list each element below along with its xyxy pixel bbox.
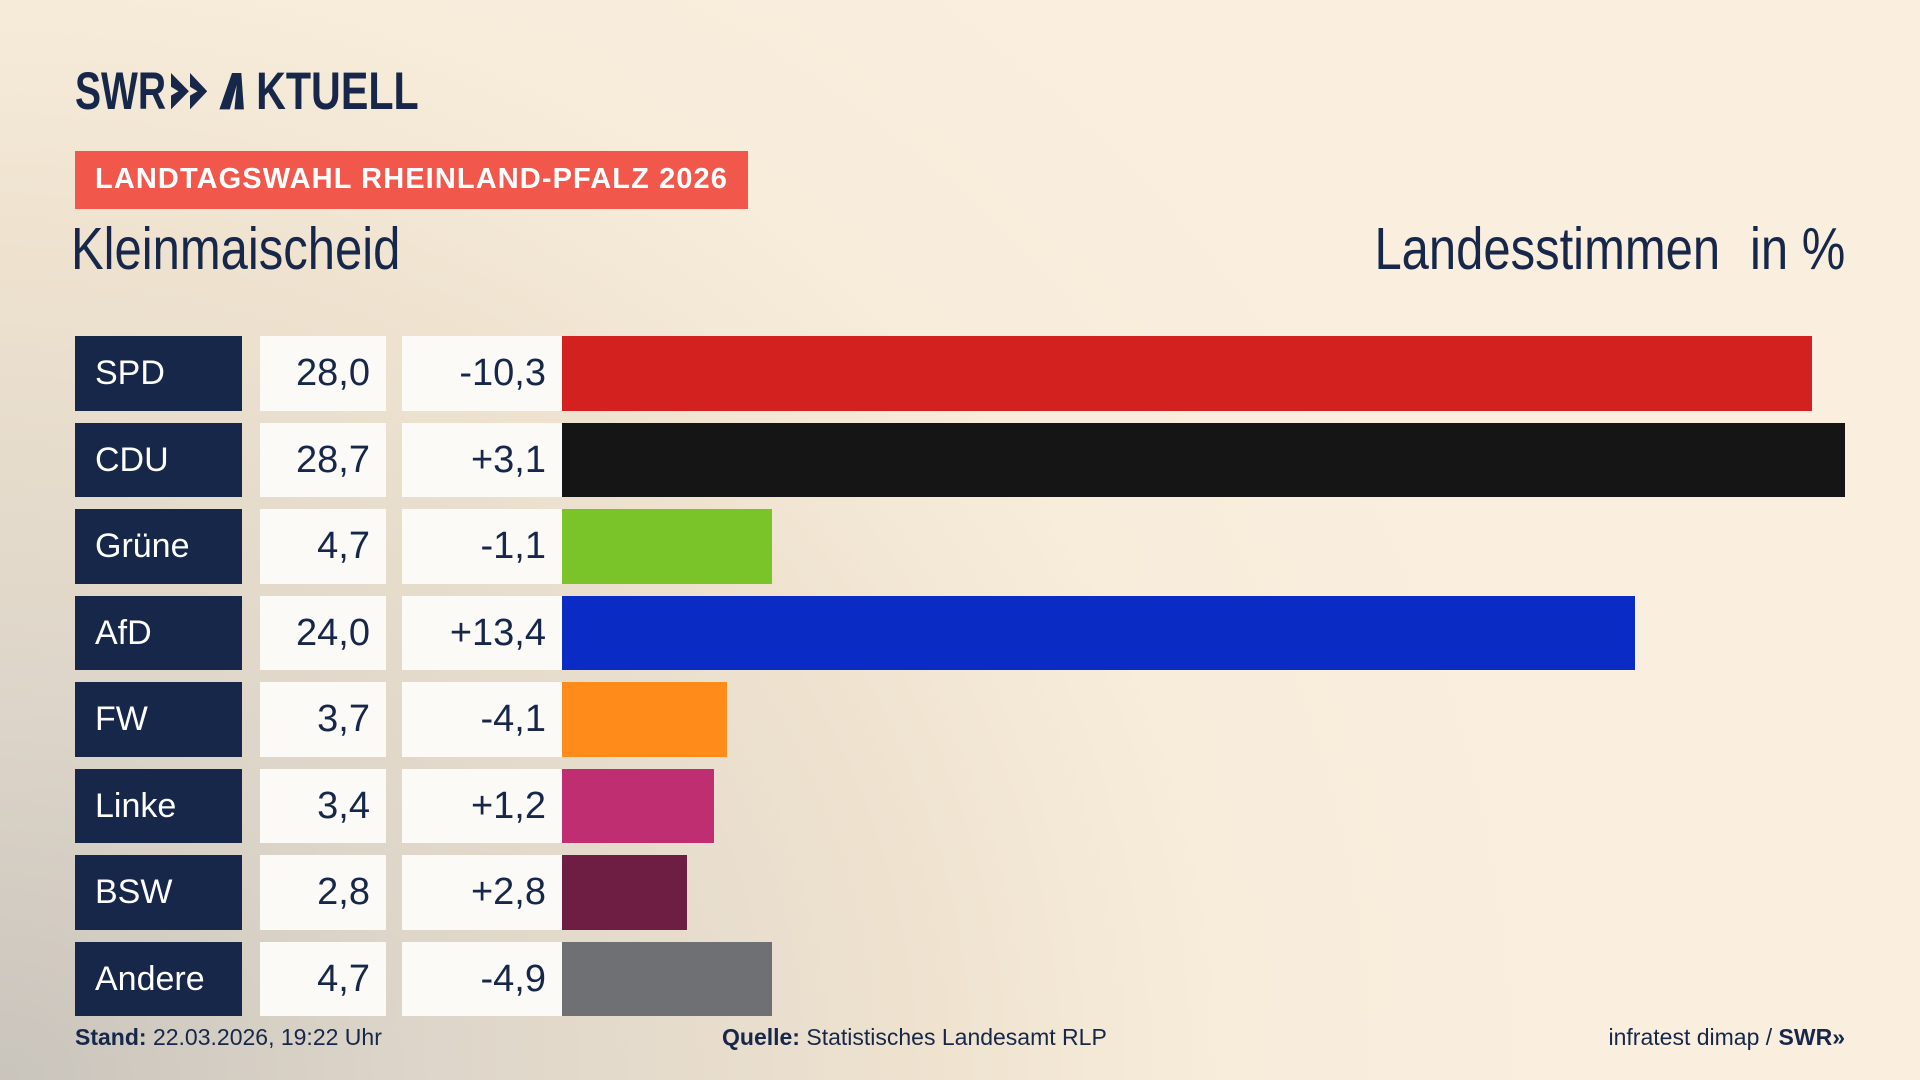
svg-text:SWR: SWR <box>75 65 166 117</box>
svg-text:KTUELL: KTUELL <box>256 65 419 117</box>
